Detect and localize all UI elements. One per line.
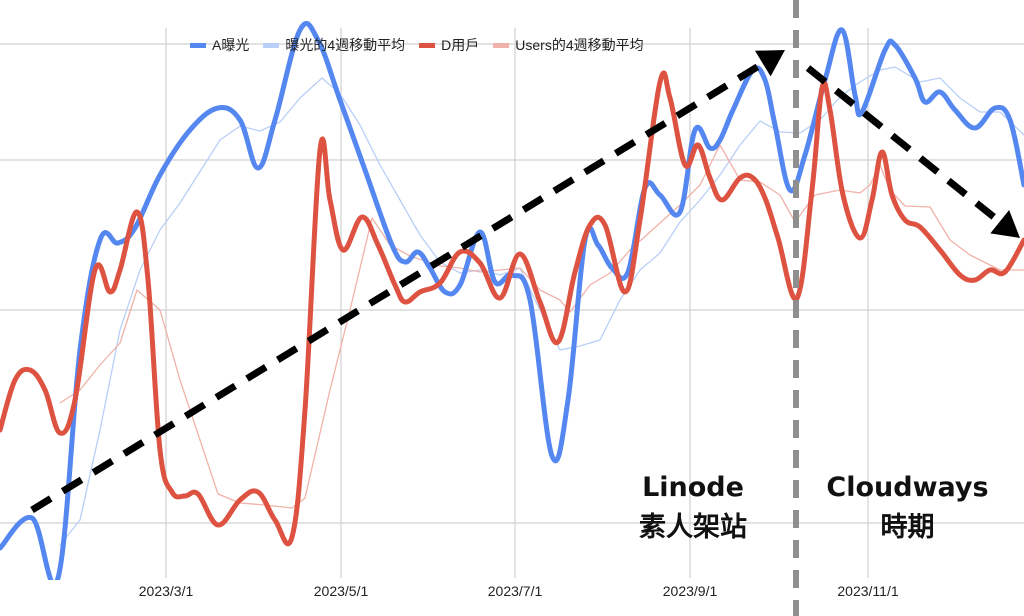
legend-item-exposure-ma[interactable]: 曝光的4週移動平均 xyxy=(263,35,405,55)
cloudways-label: Cloudways xyxy=(826,472,989,503)
legend-swatch-icon xyxy=(419,42,436,48)
x-tick-label: 2023/5/1 xyxy=(313,583,369,599)
linode-label: Linode xyxy=(642,472,744,503)
annotation-overlays xyxy=(30,0,1020,616)
arrowhead-icon xyxy=(754,50,785,77)
cloudways-period-annotation: Cloudways 時期 xyxy=(820,468,995,548)
trend-dashed-line xyxy=(805,65,1002,225)
cloudways-sublabel: 時期 xyxy=(880,512,935,543)
linode-sublabel: 素人架站 xyxy=(639,512,747,543)
legend-item-d-users[interactable]: D用戶 xyxy=(419,35,479,55)
legend-swatch-icon xyxy=(190,42,206,48)
series-d-users xyxy=(0,70,1024,547)
x-tick-label: 2023/11/1 xyxy=(837,583,899,599)
linode-period-annotation: Linode 素人架站 xyxy=(620,468,766,548)
legend-swatch-icon xyxy=(263,42,280,48)
series-users-ma xyxy=(59,144,1024,509)
arrowhead-icon xyxy=(990,210,1020,238)
x-tick-label: 2023/7/1 xyxy=(487,583,543,599)
legend-swatch-icon xyxy=(493,42,510,48)
legend-label: Users的4週移動平均 xyxy=(515,37,644,53)
x-tick-label: 2023/3/1 xyxy=(138,583,194,599)
legend-label: D用戶 xyxy=(441,37,480,53)
chart-legend: A曝光 曝光的4週移動平均 D用戶 Users的4週移動平均 xyxy=(190,34,658,56)
legend-label: 曝光的4週移動平均 xyxy=(285,37,406,53)
x-tick-label: 2023/9/1 xyxy=(662,583,718,599)
legend-label: A曝光 xyxy=(212,37,250,53)
series-a-exposure xyxy=(0,21,1024,580)
series-layer xyxy=(0,21,1024,580)
legend-item-users-ma[interactable]: Users的4週移動平均 xyxy=(493,35,644,55)
legend-item-a-exposure[interactable]: A曝光 xyxy=(190,35,249,55)
